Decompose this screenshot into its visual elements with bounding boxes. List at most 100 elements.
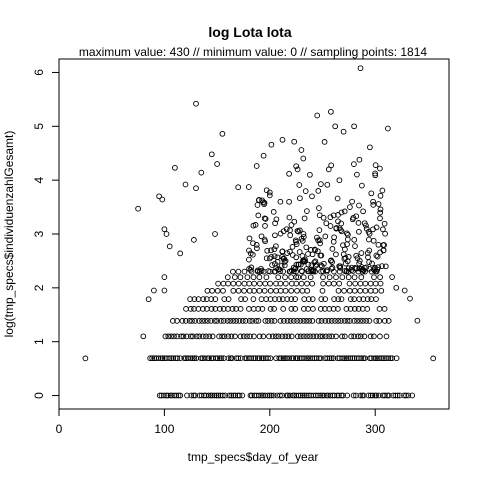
data-point bbox=[347, 296, 354, 302]
data-point bbox=[254, 245, 260, 252]
data-point bbox=[387, 355, 394, 362]
data-point bbox=[156, 392, 163, 399]
data-point bbox=[82, 355, 89, 362]
data-point bbox=[159, 355, 166, 362]
data-point bbox=[288, 296, 295, 302]
data-point bbox=[219, 392, 226, 399]
data-point bbox=[278, 263, 285, 269]
data-point bbox=[345, 231, 351, 238]
data-point bbox=[368, 190, 375, 197]
data-point bbox=[319, 263, 325, 270]
data-point bbox=[351, 296, 358, 302]
data-point bbox=[187, 306, 194, 312]
data-point bbox=[229, 355, 235, 362]
data-point bbox=[403, 392, 409, 399]
data-point bbox=[309, 296, 316, 302]
data-point bbox=[357, 287, 364, 294]
data-point bbox=[409, 392, 416, 399]
data-point bbox=[280, 306, 287, 312]
data-point bbox=[314, 112, 321, 119]
data-point bbox=[360, 318, 366, 324]
data-point bbox=[326, 274, 333, 281]
data-point bbox=[252, 222, 259, 228]
data-point bbox=[338, 296, 345, 302]
data-point bbox=[288, 333, 295, 340]
data-point bbox=[374, 253, 381, 260]
data-point bbox=[319, 287, 326, 294]
data-point bbox=[351, 333, 358, 340]
data-point bbox=[332, 318, 338, 324]
data-point bbox=[208, 151, 215, 158]
data-point bbox=[228, 392, 235, 399]
data-point bbox=[184, 392, 190, 399]
data-point bbox=[239, 392, 246, 399]
data-point bbox=[318, 296, 325, 302]
data-point bbox=[208, 306, 215, 312]
data-point bbox=[219, 333, 225, 340]
data-point bbox=[275, 333, 282, 340]
data-point bbox=[276, 355, 283, 362]
data-point bbox=[371, 333, 377, 340]
data-point bbox=[286, 355, 293, 362]
data-point bbox=[259, 306, 266, 312]
y-tick-label: 1 bbox=[32, 338, 46, 345]
data-point bbox=[320, 274, 326, 281]
data-point bbox=[307, 274, 314, 281]
data-point bbox=[239, 318, 246, 324]
data-point bbox=[267, 287, 274, 294]
data-point bbox=[344, 230, 350, 237]
data-point bbox=[380, 247, 387, 254]
data-point bbox=[208, 318, 214, 324]
data-point bbox=[256, 197, 262, 203]
data-point bbox=[328, 108, 334, 115]
data-point bbox=[304, 287, 311, 294]
data-point bbox=[158, 355, 164, 362]
data-point bbox=[304, 208, 310, 214]
data-point bbox=[299, 392, 306, 399]
data-point bbox=[370, 202, 377, 208]
data-point bbox=[174, 333, 180, 340]
data-point bbox=[364, 296, 371, 302]
data-point bbox=[381, 318, 388, 324]
data-point bbox=[270, 392, 277, 399]
data-point bbox=[383, 333, 390, 340]
data-point bbox=[237, 306, 244, 312]
data-point bbox=[270, 209, 277, 215]
data-point bbox=[151, 287, 157, 294]
data-point bbox=[232, 274, 238, 281]
data-point bbox=[202, 318, 208, 324]
data-point bbox=[290, 318, 297, 324]
data-point bbox=[220, 318, 227, 324]
data-point bbox=[344, 236, 351, 243]
data-point bbox=[295, 274, 302, 281]
data-point bbox=[253, 242, 260, 248]
data-point bbox=[331, 234, 337, 241]
data-point bbox=[205, 392, 212, 399]
data-point bbox=[254, 202, 261, 208]
data-point bbox=[346, 280, 353, 287]
data-point bbox=[226, 392, 233, 399]
data-point bbox=[260, 333, 267, 340]
data-point bbox=[162, 333, 169, 340]
data-point bbox=[193, 333, 200, 340]
data-point bbox=[251, 287, 257, 294]
data-point bbox=[291, 218, 298, 225]
data-point bbox=[282, 333, 289, 340]
data-point bbox=[281, 318, 287, 324]
data-point bbox=[286, 214, 293, 221]
data-point bbox=[258, 296, 265, 302]
data-point bbox=[311, 259, 318, 266]
data-point bbox=[389, 274, 395, 280]
data-point bbox=[271, 318, 278, 324]
data-point bbox=[213, 392, 220, 399]
data-point bbox=[373, 296, 379, 302]
data-point bbox=[356, 156, 363, 163]
data-point bbox=[225, 355, 232, 362]
data-point bbox=[245, 184, 252, 190]
data-point bbox=[263, 187, 270, 194]
data-point bbox=[371, 274, 377, 281]
data-point bbox=[295, 261, 302, 268]
data-point bbox=[366, 259, 372, 265]
data-point bbox=[365, 392, 372, 399]
